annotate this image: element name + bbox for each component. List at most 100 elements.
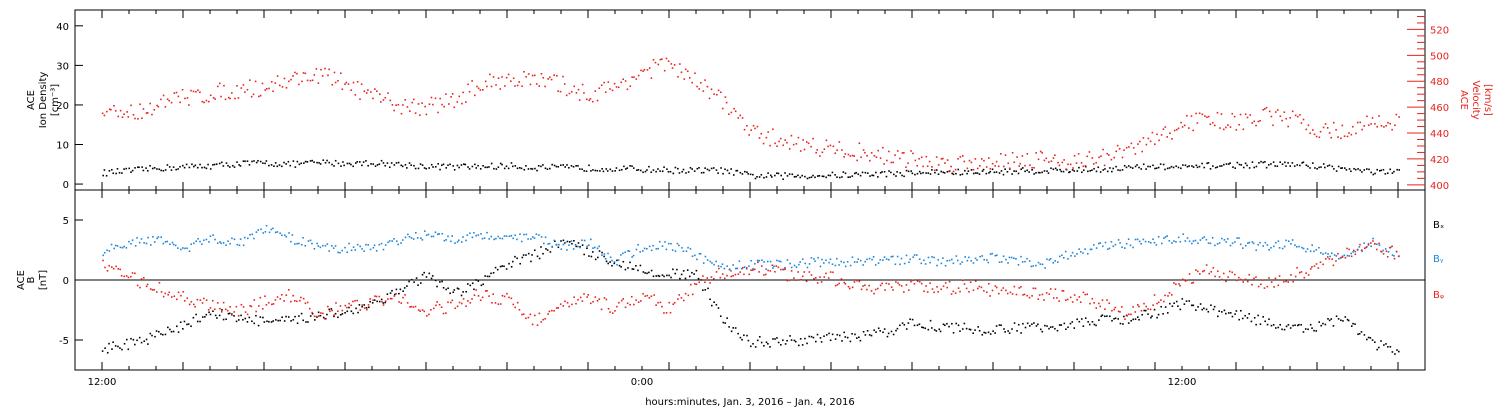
by-point xyxy=(134,245,137,247)
density-point xyxy=(1376,168,1379,171)
density-point xyxy=(946,170,949,173)
bz-point xyxy=(820,281,823,283)
density-point xyxy=(432,166,434,168)
bz-point xyxy=(1294,275,1297,278)
density-point xyxy=(194,164,197,167)
velocity-point xyxy=(419,114,421,117)
by-point xyxy=(786,259,789,261)
bz-point xyxy=(832,271,834,274)
bz-point xyxy=(108,264,110,267)
velocity-point xyxy=(414,112,417,114)
bz-point xyxy=(870,290,873,292)
density-point xyxy=(265,160,268,162)
bz-point xyxy=(605,298,608,301)
bz-point xyxy=(1079,301,1082,303)
bx-point xyxy=(1322,322,1324,325)
by-point xyxy=(806,266,809,269)
bz-point xyxy=(119,268,121,271)
bz-point xyxy=(139,286,141,289)
bx-point xyxy=(275,319,277,321)
density-point xyxy=(993,171,996,174)
bx-point xyxy=(1376,348,1378,351)
by-point xyxy=(249,233,251,236)
bx-point xyxy=(601,251,603,254)
by-point xyxy=(1056,261,1059,263)
density-point xyxy=(614,170,617,172)
by-point xyxy=(903,262,906,265)
bx-point xyxy=(1087,321,1089,323)
by-point xyxy=(1008,256,1011,259)
bz-point xyxy=(1000,289,1003,292)
bz-point xyxy=(763,274,765,276)
bz-point xyxy=(620,299,623,302)
density-point xyxy=(1384,173,1387,175)
density-point xyxy=(1035,172,1037,174)
velocity-point xyxy=(170,101,173,104)
velocity-point xyxy=(733,107,735,110)
velocity-point xyxy=(702,90,705,92)
density-point xyxy=(1147,165,1149,168)
bx-point xyxy=(905,328,908,330)
bx-point xyxy=(121,348,123,351)
density-point xyxy=(183,166,186,169)
bz-point xyxy=(898,284,901,286)
bx-point xyxy=(132,338,135,341)
velocity-point xyxy=(376,90,378,93)
bz-point xyxy=(1311,266,1313,268)
velocity-point xyxy=(214,98,216,100)
by-point xyxy=(166,240,168,243)
density-point xyxy=(910,170,912,172)
bx-point xyxy=(998,324,1001,326)
density-point xyxy=(1345,169,1348,171)
velocity-point xyxy=(948,170,950,173)
bx-point xyxy=(804,337,806,340)
bz-point xyxy=(398,301,400,303)
bx-point xyxy=(597,256,599,259)
bx-point xyxy=(1255,323,1257,326)
by-point xyxy=(1309,250,1312,253)
by-point xyxy=(748,265,750,267)
bx-point xyxy=(1346,318,1349,321)
velocity-point xyxy=(779,137,782,140)
density-point xyxy=(581,168,583,171)
by-point xyxy=(642,250,644,252)
bx-point xyxy=(477,280,480,282)
bx-point xyxy=(1197,306,1199,308)
by-point xyxy=(562,243,565,246)
density-point xyxy=(319,163,322,165)
bx-point xyxy=(138,336,141,339)
bx-point xyxy=(357,311,359,314)
velocity-point xyxy=(209,94,212,97)
bx-point xyxy=(981,333,984,336)
by-point xyxy=(765,268,767,270)
density-point xyxy=(767,172,769,174)
bz-point xyxy=(350,304,352,307)
by-point xyxy=(583,239,586,242)
bz-point xyxy=(1034,287,1037,290)
density-point xyxy=(236,161,238,163)
by-point xyxy=(1331,252,1333,255)
bx-point xyxy=(1352,322,1354,325)
bz-point xyxy=(836,283,839,286)
bx-point xyxy=(557,246,560,249)
bx-point xyxy=(922,326,925,329)
by-point xyxy=(145,242,148,245)
density-point xyxy=(408,162,411,164)
density-point xyxy=(879,172,882,174)
bx-point xyxy=(1320,324,1323,327)
velocity-point xyxy=(942,157,944,160)
bz-point xyxy=(1126,314,1128,317)
bz-point xyxy=(1160,299,1162,301)
velocity-point xyxy=(931,166,933,168)
bz-point xyxy=(237,315,240,317)
bz-point xyxy=(484,290,487,292)
velocity-point xyxy=(765,136,768,139)
density-point xyxy=(1301,162,1303,164)
by-point xyxy=(412,238,415,240)
density-point xyxy=(262,162,264,164)
density-point xyxy=(1131,167,1134,169)
velocity-point xyxy=(925,155,928,158)
bx-point xyxy=(384,301,386,304)
bz-point xyxy=(1106,299,1108,301)
velocity-point xyxy=(1095,161,1097,164)
